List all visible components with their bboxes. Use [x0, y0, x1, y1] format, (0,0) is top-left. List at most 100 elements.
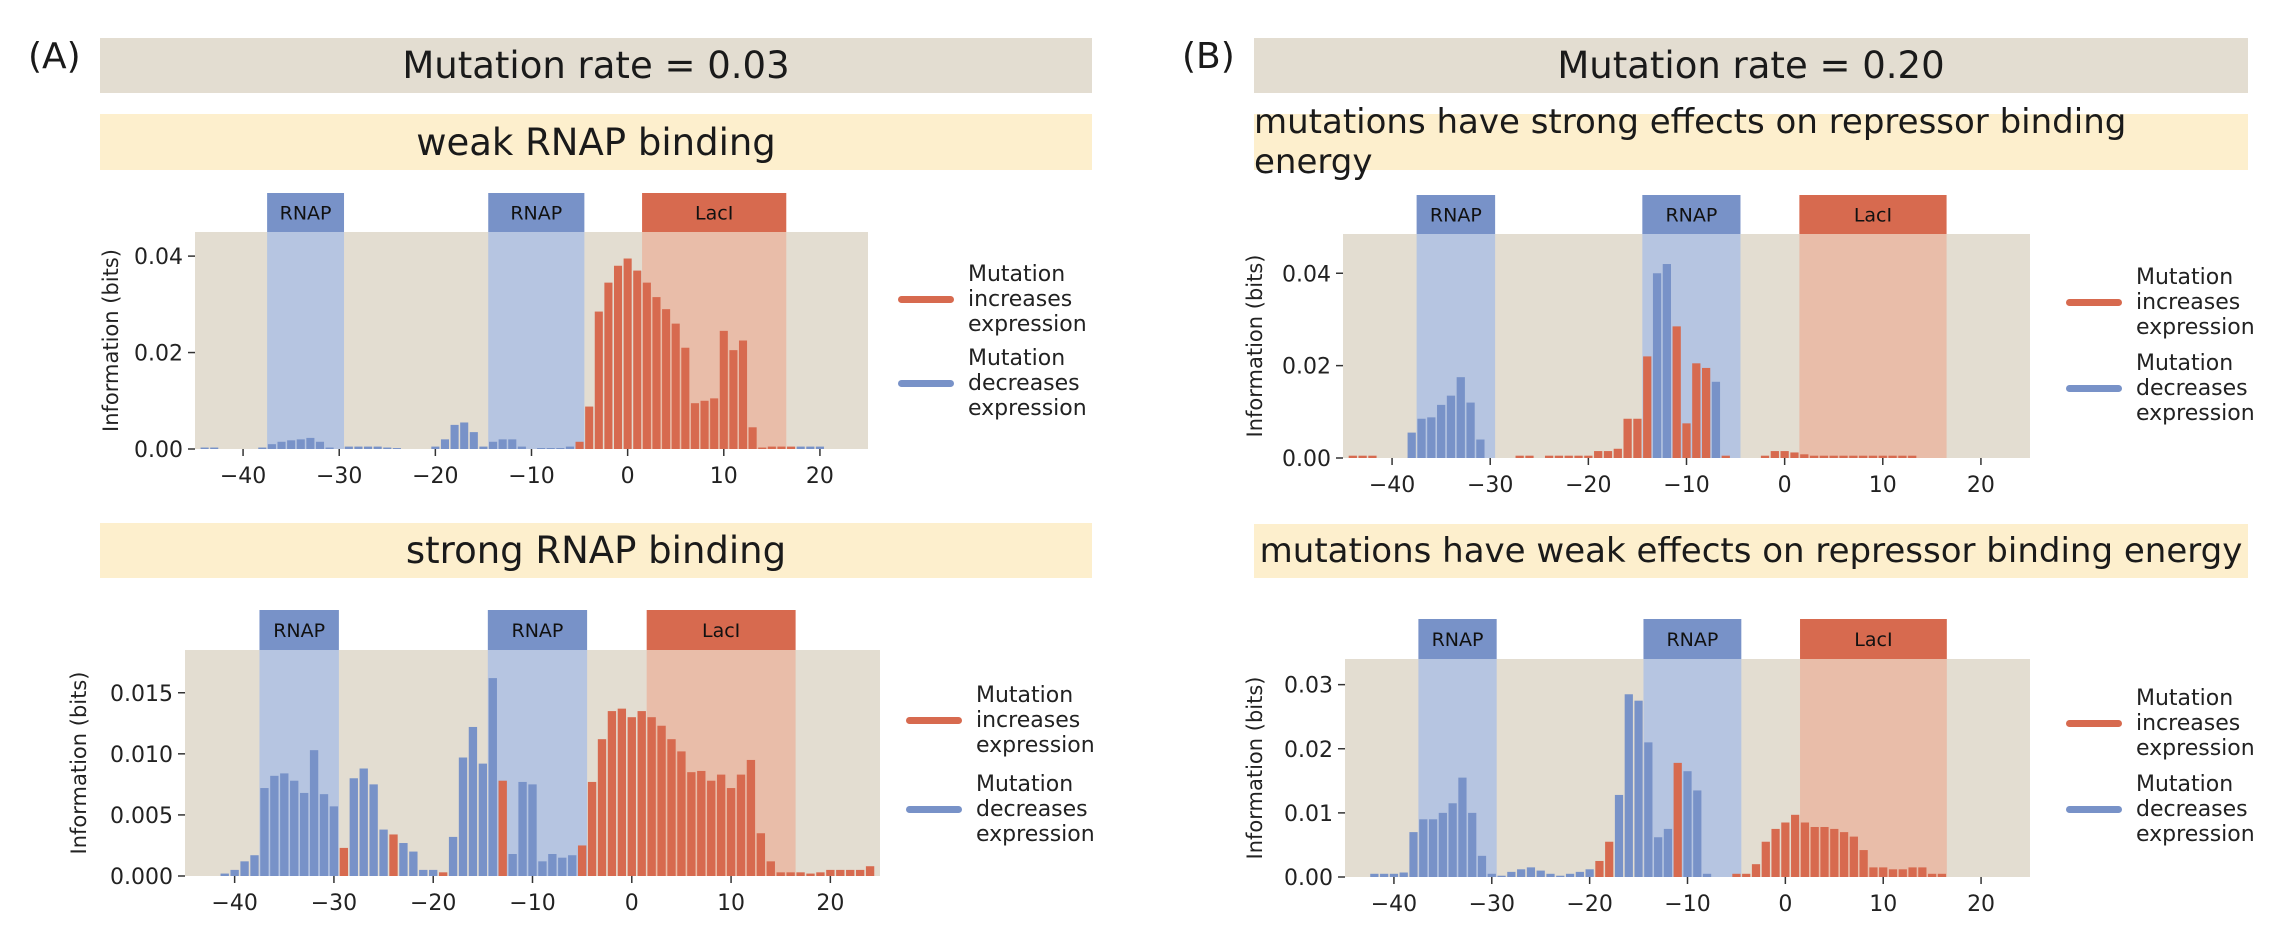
bar: [1879, 867, 1888, 877]
bar: [633, 270, 642, 449]
bar: [290, 780, 299, 876]
bar: [517, 446, 526, 449]
bar: [855, 869, 865, 876]
bar: [379, 829, 388, 876]
bar: [315, 441, 325, 449]
bar: [429, 869, 438, 876]
bar: [710, 398, 719, 449]
x-tick-label: −10: [509, 891, 555, 916]
bar: [325, 447, 334, 449]
x-tick-label: 20: [806, 464, 834, 489]
x-tick-label: −10: [1664, 892, 1710, 917]
region-rnap-shade: [488, 232, 585, 449]
bar: [508, 439, 517, 449]
bar: [726, 788, 736, 876]
y-tick-label: 0.02: [1284, 738, 1333, 763]
bar: [538, 861, 547, 876]
y-tick-label: 0.04: [134, 245, 183, 270]
region-rnap-tag: [488, 193, 585, 232]
bar: [1780, 451, 1789, 458]
x-tick-label: −40: [211, 891, 257, 916]
y-axis-label: Information (bits): [67, 672, 91, 855]
y-axis-label: Information (bits): [1243, 255, 1267, 438]
region-rnap-tag: [1416, 195, 1496, 234]
region-rnap-tag: [259, 610, 339, 650]
bar: [1810, 826, 1819, 877]
bar: [469, 432, 478, 449]
bar: [1809, 455, 1819, 458]
bar: [707, 780, 716, 876]
bar: [613, 265, 623, 449]
panel-b-title: Mutation rate = 0.20: [1254, 38, 2248, 93]
legend-swatch-increase: [2066, 720, 2122, 727]
bar: [1928, 873, 1937, 877]
bar: [1517, 869, 1526, 877]
bar: [1829, 455, 1838, 458]
bar: [1556, 875, 1565, 877]
bar: [489, 441, 498, 449]
bar: [1702, 873, 1712, 877]
chart-1-legend-increase: Mutation increases expression: [898, 262, 1118, 337]
bar: [729, 350, 738, 449]
x-tick-label: −40: [1371, 892, 1417, 917]
bar: [746, 759, 756, 876]
bar: [671, 323, 680, 449]
bar: [1878, 455, 1887, 458]
bar: [548, 854, 557, 876]
bar: [748, 427, 757, 449]
bar: [1673, 762, 1682, 877]
region-laci-shade: [1799, 234, 1947, 458]
bar: [597, 739, 607, 876]
bar: [339, 847, 349, 876]
bar: [1603, 451, 1613, 458]
y-tick-label: 0.02: [134, 342, 183, 367]
bar: [296, 439, 305, 449]
legend-swatch-decrease: [2066, 806, 2122, 813]
y-tick-label: 0.015: [110, 682, 173, 707]
bar: [1760, 455, 1770, 458]
chart-1-legend-decrease: Mutation decreases expression: [898, 346, 1118, 421]
bar: [438, 872, 448, 876]
bar: [1682, 423, 1691, 458]
x-tick-label: −30: [1467, 473, 1513, 498]
chart-2-subtitle: strong RNAP binding: [100, 523, 1092, 578]
x-tick-label: 20: [816, 891, 844, 916]
bar: [220, 873, 229, 876]
bar: [528, 784, 537, 876]
x-tick-label: −10: [1663, 473, 1709, 498]
bar: [1770, 451, 1779, 458]
bar: [230, 869, 239, 876]
legend-swatch-increase: [906, 717, 962, 724]
legend-label-decrease: Mutation decreases expression: [976, 772, 1095, 847]
bar: [607, 711, 617, 876]
bar: [440, 439, 450, 449]
bar: [690, 403, 699, 449]
bar: [652, 297, 661, 449]
region-rnap-label: RNAP: [273, 620, 325, 642]
bar: [1526, 867, 1536, 877]
y-tick-label: 0.04: [1282, 262, 1331, 287]
bar: [1536, 870, 1545, 877]
x-tick-label: 10: [1869, 892, 1897, 917]
bar: [299, 792, 309, 876]
panel-a-title: Mutation rate = 0.03: [100, 38, 1092, 93]
x-tick-label: 0: [621, 464, 635, 489]
bar: [1417, 418, 1426, 458]
bar: [815, 446, 824, 449]
bar: [1554, 455, 1564, 458]
bar: [604, 282, 613, 449]
bar: [287, 440, 296, 449]
bar: [816, 872, 825, 876]
bar: [826, 869, 835, 876]
chart-2-legend-decrease: Mutation decreases expression: [906, 772, 1126, 847]
bar: [1623, 418, 1632, 458]
bar: [777, 446, 786, 449]
region-rnap-tag: [267, 193, 345, 232]
bar: [1624, 694, 1633, 877]
bar: [518, 781, 527, 876]
bar: [1380, 873, 1389, 877]
bar: [329, 806, 339, 876]
x-tick-label: −10: [508, 464, 554, 489]
bar: [1868, 455, 1878, 458]
